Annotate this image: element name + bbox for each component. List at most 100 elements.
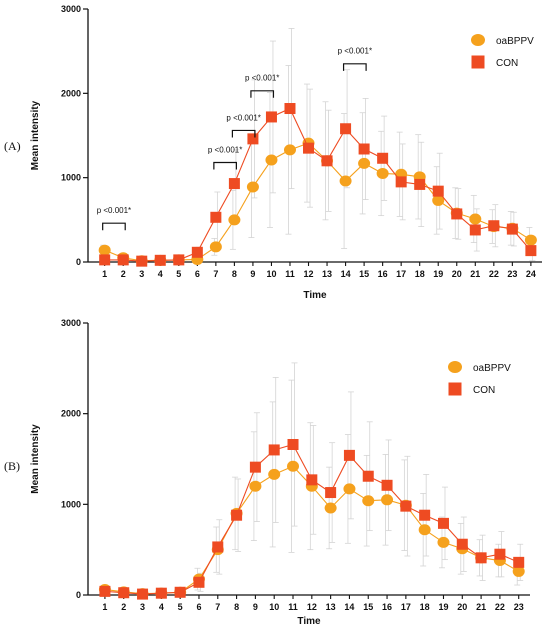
data-point — [246, 181, 259, 193]
data-point — [303, 142, 315, 154]
x-tick-label: 3 — [139, 269, 144, 279]
x-tick-label: 17 — [401, 602, 411, 612]
legend-marker-oabppv — [471, 34, 485, 46]
data-point — [306, 474, 318, 486]
series-line — [104, 107, 532, 262]
x-tick-label: 9 — [250, 269, 255, 279]
x-tick-label: 21 — [476, 602, 486, 612]
data-point — [343, 483, 356, 495]
x-tick-label: 7 — [215, 602, 220, 612]
y-tick-label: 1000 — [61, 499, 81, 509]
data-point — [173, 254, 185, 266]
x-tick-label: 14 — [341, 269, 351, 279]
significance-label: p <0.001* — [245, 74, 279, 83]
data-point — [137, 588, 149, 600]
significance-annotation: p <0.001* — [338, 47, 372, 71]
significance-label: p <0.001* — [208, 145, 242, 154]
x-tick-label: 2 — [121, 602, 126, 612]
legend-marker-con — [448, 382, 462, 396]
y-axis-title: Mean intensity — [30, 424, 41, 494]
data-point — [400, 500, 412, 512]
legend-label-oabppv: oaBPPV — [496, 36, 534, 47]
x-tick-label: 24 — [526, 269, 536, 279]
significance-label: p <0.001* — [338, 47, 372, 56]
significance-bracket — [213, 161, 237, 170]
data-point — [268, 468, 281, 480]
panel-label: (B) — [4, 459, 20, 473]
data-point — [265, 111, 277, 123]
x-tick-label: 5 — [176, 269, 181, 279]
data-point — [249, 480, 262, 492]
data-point — [231, 509, 243, 521]
x-tick-label: 2 — [121, 269, 126, 279]
data-point — [99, 254, 111, 266]
y-tick-label: 2000 — [61, 409, 81, 419]
x-tick-label: 18 — [420, 602, 430, 612]
data-point — [381, 479, 393, 491]
x-tick-label: 15 — [359, 269, 369, 279]
data-point — [118, 587, 130, 599]
legend: oaBPPV CON — [471, 34, 534, 69]
data-point — [469, 213, 482, 225]
data-point — [524, 234, 537, 246]
x-tick-label: 15 — [363, 602, 373, 612]
data-point — [358, 157, 371, 169]
data-point — [343, 449, 355, 461]
significance-annotation: p <0.001* — [208, 145, 242, 170]
data-point — [174, 586, 186, 598]
x-tick-label: 13 — [322, 269, 332, 279]
legend-marker-oabppv — [448, 361, 462, 373]
data-point — [358, 143, 370, 155]
x-tick-label: 13 — [326, 602, 336, 612]
series-con — [99, 103, 537, 267]
x-tick-label: 23 — [514, 602, 524, 612]
x-tick-label: 6 — [195, 269, 200, 279]
x-tick-label: 4 — [159, 602, 164, 612]
significance-bracket — [342, 63, 367, 71]
significance-annotation: p <0.001* — [245, 74, 279, 98]
data-point — [324, 502, 337, 514]
data-point — [513, 556, 525, 568]
x-tick-label: 10 — [269, 602, 279, 612]
significance-bracket — [102, 222, 126, 231]
data-point — [362, 495, 375, 507]
series-line — [104, 142, 532, 262]
x-tick-label: 11 — [288, 602, 298, 612]
y-tick-label: 0 — [76, 590, 81, 600]
series-line — [104, 443, 519, 595]
x-tick-label: 19 — [433, 269, 443, 279]
x-tick-label: 11 — [285, 269, 295, 279]
data-point — [155, 587, 167, 599]
data-point — [488, 220, 500, 232]
data-point — [432, 185, 444, 197]
y-tick-label: 1000 — [61, 173, 81, 183]
data-point — [451, 208, 463, 220]
significance-label: p <0.001* — [226, 113, 260, 122]
data-point — [340, 123, 352, 135]
x-tick-label: 8 — [234, 602, 239, 612]
data-point — [377, 152, 389, 164]
y-tick-label: 0 — [76, 257, 81, 267]
data-point — [321, 155, 333, 167]
data-point — [376, 167, 389, 179]
data-point — [525, 245, 537, 257]
x-tick-label: 22 — [489, 269, 499, 279]
legend-label-con: CON — [473, 385, 495, 396]
data-point — [136, 255, 148, 267]
x-tick-label: 9 — [253, 602, 258, 612]
x-tick-label: 21 — [470, 269, 480, 279]
data-point — [325, 487, 337, 499]
data-point — [414, 178, 426, 190]
x-axis-title: Time — [303, 290, 327, 301]
x-tick-label: 22 — [495, 602, 505, 612]
legend-label-con: CON — [496, 58, 518, 69]
x-tick-label: 20 — [457, 602, 467, 612]
data-point — [249, 461, 261, 473]
x-tick-label: 8 — [232, 269, 237, 279]
legend-label-oabppv: oaBPPV — [473, 363, 511, 374]
y-axis-title: Mean intensity — [30, 100, 41, 170]
significance-bracket — [231, 129, 256, 138]
data-point — [268, 444, 280, 456]
x-tick-label: 18 — [415, 269, 425, 279]
data-point — [437, 517, 449, 529]
